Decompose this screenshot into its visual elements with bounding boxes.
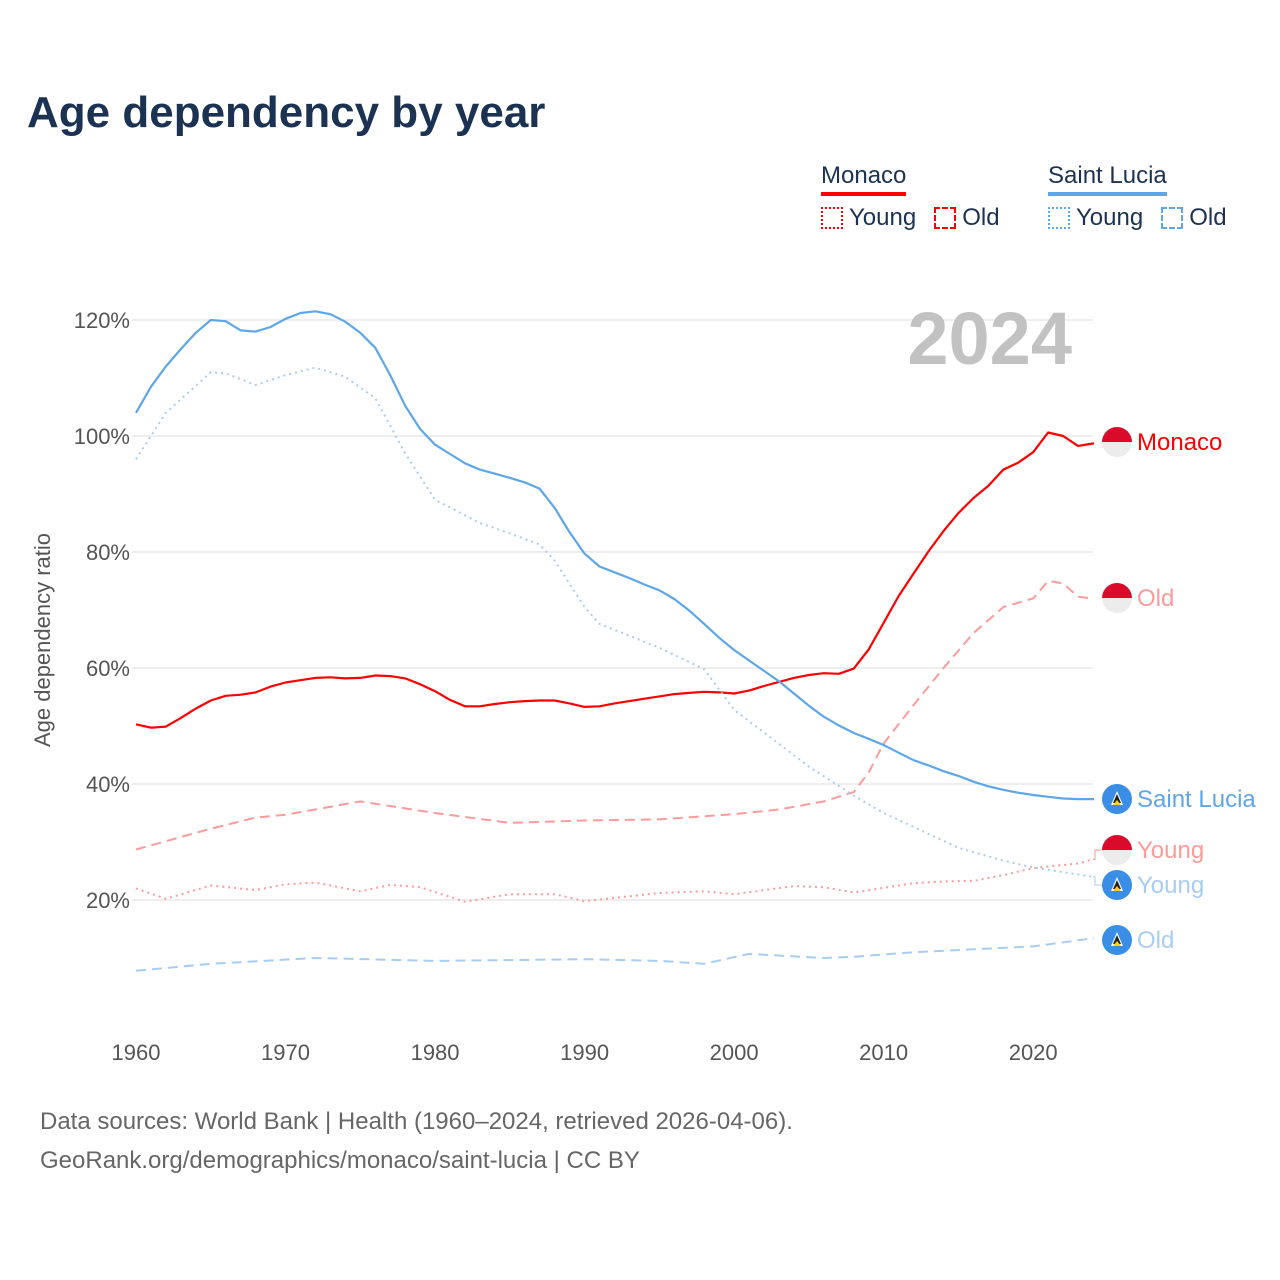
x-tick-label: 1990	[560, 1040, 609, 1065]
leader-line	[1093, 849, 1103, 860]
dotted-swatch-icon	[821, 207, 843, 229]
x-tick-label: 2020	[1009, 1040, 1058, 1065]
x-tick-label: 1970	[261, 1040, 310, 1065]
y-tick-label: 40%	[86, 772, 130, 797]
legend-monaco-label[interactable]: Monaco	[821, 162, 907, 196]
legend-saint-lucia-young[interactable]: Young	[1076, 204, 1144, 231]
x-tick-label: 1980	[411, 1040, 460, 1065]
flag-triangle-black	[1113, 794, 1121, 803]
legend-saint-lucia-old[interactable]: Old	[1189, 204, 1227, 231]
y-axis-label: Age dependency ratio	[30, 533, 55, 747]
chart-title: Age dependency by year	[27, 88, 546, 137]
series-line-saint-lucia	[135, 310, 1095, 801]
y-tick-label: 120%	[74, 308, 130, 333]
series-line-saint-lucia-old	[135, 937, 1094, 972]
leader-line	[1093, 876, 1103, 886]
legend-group-saint-lucia[interactable]: Saint Lucia Young Old	[1048, 162, 1245, 232]
series-line-monaco	[135, 431, 1095, 729]
saint-lucia-flag-icon	[1102, 925, 1132, 955]
legend-monaco-young[interactable]: Young	[849, 204, 917, 231]
flag-triangle-black	[1113, 935, 1121, 944]
series-end-label: Young	[1137, 837, 1204, 864]
flag-red-half	[1102, 427, 1132, 442]
flag-white-half	[1102, 598, 1132, 613]
saint-lucia-flag-icon	[1102, 784, 1132, 814]
flag-triangle-gold	[1113, 941, 1121, 946]
x-tick-label: 2000	[710, 1040, 759, 1065]
year-display: 2024	[907, 297, 1072, 380]
footer-sources: Data sources: World Bank | Health (1960–…	[40, 1108, 793, 1135]
series-end-label: Old	[1137, 927, 1174, 954]
series-end-label: Young	[1137, 872, 1204, 899]
dashed-swatch-icon	[934, 207, 957, 229]
series-line-monaco-young	[135, 858, 1094, 903]
flag-triangle-gold	[1113, 886, 1121, 891]
flag-white-half	[1102, 442, 1132, 457]
y-tick-label: 100%	[74, 424, 130, 449]
saint-lucia-flag-icon	[1102, 870, 1132, 900]
y-tick-label: 60%	[86, 656, 130, 681]
monaco-flag-icon	[1102, 835, 1132, 865]
series-line-saint-lucia-young	[135, 366, 1094, 878]
y-tick-label: 20%	[86, 888, 130, 913]
series-end-label: Saint Lucia	[1137, 786, 1256, 813]
legend-saint-lucia-label[interactable]: Saint Lucia	[1048, 162, 1167, 196]
flag-triangle-black	[1113, 880, 1121, 889]
y-tick-label: 80%	[86, 540, 130, 565]
x-tick-label: 2010	[859, 1040, 908, 1065]
flag-triangle-gold	[1113, 800, 1121, 805]
flag-white-half	[1102, 850, 1132, 865]
monaco-flag-icon	[1102, 427, 1132, 457]
series-line-monaco-old	[135, 580, 1094, 851]
series-end-label: Old	[1137, 585, 1174, 612]
series-end-label: Monaco	[1137, 429, 1222, 456]
footer-link[interactable]: GeoRank.org/demographics/monaco/saint-lu…	[40, 1147, 640, 1174]
monaco-flag-icon	[1102, 583, 1132, 613]
legend-group-monaco[interactable]: Monaco Young Old	[821, 162, 1018, 232]
x-tick-label: 1960	[112, 1040, 161, 1065]
legend-monaco-old[interactable]: Old	[962, 204, 1000, 231]
flag-red-half	[1102, 583, 1132, 598]
dashed-swatch-icon	[1161, 207, 1184, 229]
dotted-swatch-icon	[1048, 207, 1070, 229]
flag-red-half	[1102, 835, 1132, 850]
